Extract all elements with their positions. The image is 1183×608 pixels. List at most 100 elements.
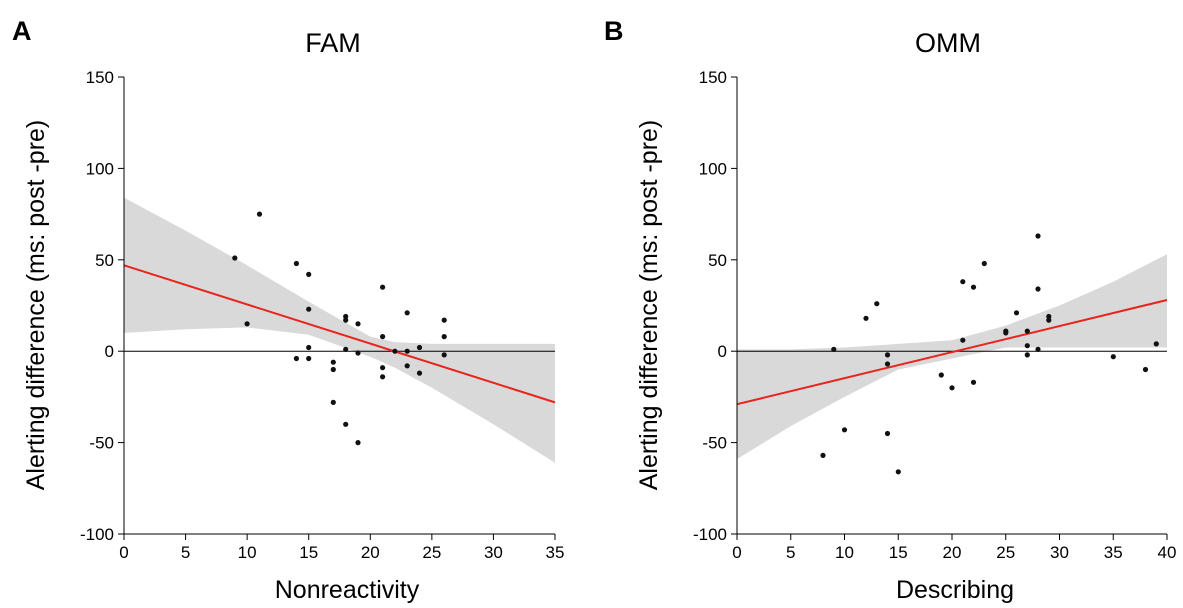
- panel-b-data-point-26: [1046, 313, 1052, 320]
- panel-a-data-point-23: [380, 374, 386, 380]
- panel-a-y-tick-label: -50: [89, 434, 114, 453]
- panel-a-x-tick-label: 5: [181, 543, 190, 562]
- panel-a-letter: A: [12, 16, 32, 46]
- panel-b-data-point-28: [1110, 354, 1116, 360]
- panel-a-data-point-27: [404, 363, 410, 369]
- panel-b-fit-line: [736, 299, 1168, 406]
- panel-b-x-axis-label: Describing: [896, 576, 1014, 604]
- panel-a-confidence-band: [124, 197, 555, 463]
- panel-b-data-point-30: [1153, 341, 1159, 347]
- panel-a-data-point-8: [306, 344, 312, 351]
- panel-a-data-point-29: [416, 370, 423, 376]
- panel-a-y-tick-label: 50: [95, 251, 114, 270]
- panel-b-x-tick-label: 5: [786, 543, 795, 562]
- panel-b-data-point-24: [1035, 286, 1041, 292]
- panel-b-y-ticks: -100 -50 0 50 100 150: [693, 68, 737, 544]
- panel-b-data-point-14: [970, 284, 977, 290]
- panel-a-points: [232, 211, 447, 446]
- panel-b-x-tick-label: 35: [1104, 543, 1123, 562]
- panel-b-data-point-7: [884, 361, 891, 367]
- panel-a-title: FAM: [305, 28, 361, 58]
- panel-a-data-point-4: [293, 260, 299, 267]
- panel-b-x-tick-label: 0: [732, 543, 741, 562]
- panel-a-data-point-13: [343, 313, 349, 320]
- panel-b-x-tick-label: 20: [943, 543, 962, 562]
- panel-a-data-point-12: [330, 399, 336, 405]
- panel-a-data-point-32: [441, 352, 447, 358]
- panel-b-data-point-8: [884, 430, 891, 437]
- panel-b-data-point-15: [970, 379, 977, 385]
- panel-b-x-tick-label: 25: [996, 543, 1015, 562]
- panel-b-data-point-10: [938, 372, 944, 378]
- panel-a-data-point-15: [343, 346, 349, 352]
- panel-b-data-point-6: [884, 352, 891, 358]
- panel-b-x-ticks: 0 5 10 15 20 25 30 35 40: [732, 534, 1176, 562]
- panel-b-y-tick-label: -50: [702, 434, 727, 453]
- panel-a-x-tick-label: 25: [422, 543, 441, 562]
- panel-a-data-point-26: [404, 348, 410, 354]
- panel-a-x-axis-label: Nonreactivity: [275, 576, 420, 604]
- panel-a-data-point-31: [441, 334, 447, 340]
- panel-b-data-point-3: [841, 427, 848, 433]
- panel-b-data-point-20: [1024, 328, 1030, 334]
- panel-b-x-tick-label: 15: [889, 543, 908, 562]
- panel-a-data-point-6: [306, 271, 312, 277]
- panel-a-data-point-9: [306, 355, 312, 362]
- panel-b-data-point-1: [820, 452, 826, 458]
- panel-a-x-tick-label: 15: [299, 543, 318, 562]
- panel-b-data-point-21: [1024, 343, 1030, 349]
- panel-a-y-tick-label: 100: [86, 159, 114, 178]
- panel-a-data-point-1: [232, 255, 238, 261]
- panel-a-data-point-24: [392, 348, 398, 354]
- panel-a-data-point-7: [306, 306, 312, 312]
- panel-a-data-point-17: [355, 321, 361, 327]
- panel-a-data-point-11: [330, 366, 336, 373]
- panel-a-data-point-21: [380, 334, 386, 340]
- panel-b-y-tick-label: -100: [693, 525, 727, 544]
- panel-b-data-point-22: [1024, 352, 1030, 358]
- panel-a-y-ticks: -100 -50 0 50 100 150: [80, 68, 124, 544]
- panel-b-y-axis-label: Alerting difference (ms: post -pre): [635, 120, 663, 491]
- panel-b-x-tick-label: 30: [1050, 543, 1069, 562]
- panel-b-data-point-29: [1142, 366, 1149, 373]
- panel-b-data-point-18: [1003, 328, 1009, 334]
- panel-a-x-tick-label: 30: [484, 543, 503, 562]
- panel-b-data-point-27: [1046, 317, 1052, 323]
- panel-b-data-point-11: [949, 385, 955, 391]
- panel-b-points: [820, 233, 1159, 475]
- panel-b-letter: B: [604, 16, 624, 46]
- panel-b-data-point-16: [981, 260, 987, 267]
- panel-b-x-tick-label: 40: [1158, 543, 1177, 562]
- panel-a-y-tick-label: -100: [80, 525, 114, 544]
- panel-b-data-point-2: [831, 346, 837, 352]
- panel-a-data-point-14: [343, 317, 349, 323]
- panel-b-data-point-23: [1035, 233, 1041, 239]
- panel-a-x-tick-label: 0: [119, 543, 128, 562]
- panel-a-data-point-19: [355, 440, 361, 446]
- panel-a-data-point-5: [293, 355, 299, 362]
- panel-b-data-point-19: [1013, 310, 1020, 316]
- panel-b-y-tick-label: 50: [708, 251, 727, 270]
- panel-b-data-point-12: [960, 279, 966, 285]
- panel-a-data-point-16: [343, 421, 349, 427]
- panel-b-title: OMM: [915, 28, 981, 58]
- panel-b-x-tick-label: 10: [835, 543, 854, 562]
- panel-a-y-tick-label: 150: [86, 68, 114, 87]
- panel-a-data-point-10: [330, 359, 336, 365]
- panel-b-data-point-9: [895, 469, 901, 475]
- panel-a-data-point-18: [355, 350, 361, 356]
- panel-a-data-point-2: [244, 321, 250, 327]
- panel-a-x-tick-label: 35: [546, 543, 565, 562]
- panel-a-y-axis-label: Alerting difference (ms: post -pre): [22, 120, 50, 491]
- panel-a-y-tick-label: 0: [105, 342, 114, 361]
- panel-a-x-ticks: 0 5 10 15 20 25 30 35: [119, 534, 564, 562]
- panel-b-y-tick-label: 0: [718, 342, 727, 361]
- panel-a-data-point-20: [380, 284, 386, 290]
- panel-b-y-tick-label: 100: [699, 159, 727, 178]
- panel-b-data-point-25: [1035, 346, 1041, 352]
- panel-a-fit-line: [123, 264, 556, 404]
- panel-a: A FAM -100 -50 0 50 100 150 0 5 10 15 20 25 30 35 No…: [12, 16, 564, 604]
- panel-b-confidence-band: [737, 254, 1167, 460]
